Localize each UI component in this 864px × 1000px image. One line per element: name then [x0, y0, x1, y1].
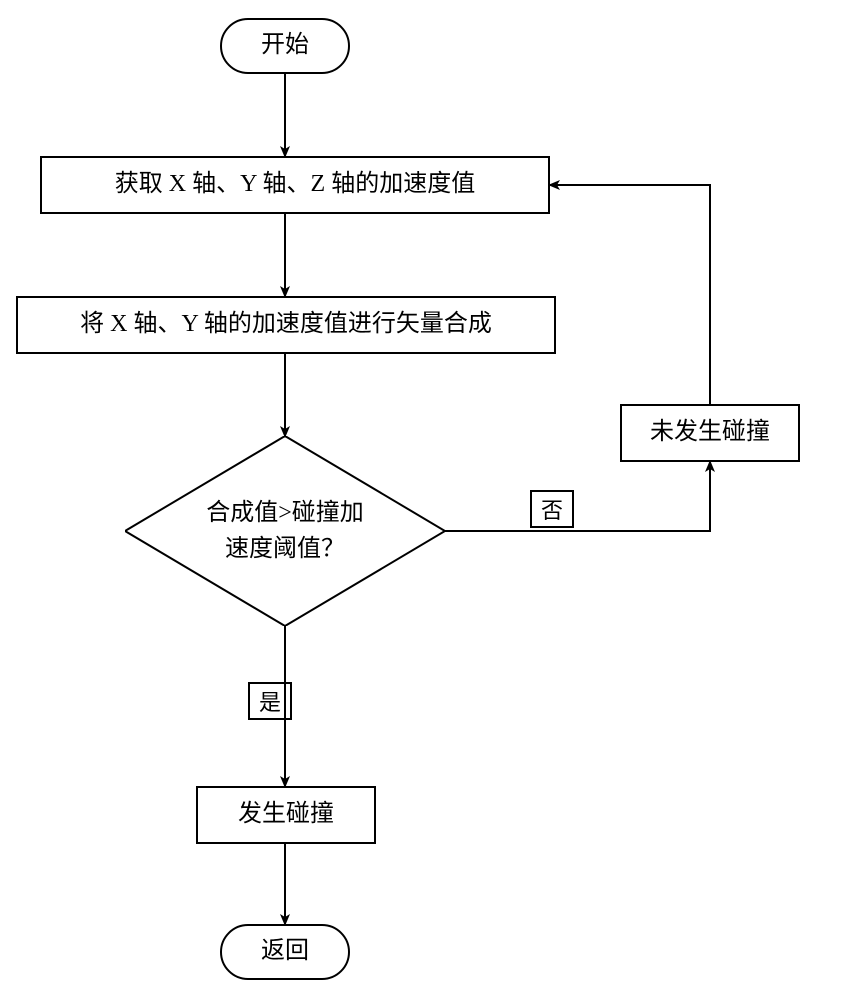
node-no-collision-label: 未发生碰撞 — [650, 416, 770, 450]
label-yes-text: 是 — [259, 685, 281, 717]
label-yes: 是 — [248, 682, 292, 720]
node-acquire-label: 获取 X 轴、Y 轴、Z 轴的加速度值 — [115, 168, 475, 202]
node-combine-label: 将 X 轴、Y 轴的加速度值进行矢量合成 — [80, 308, 492, 342]
node-return-label: 返回 — [261, 935, 309, 969]
node-decision: 合成值>碰撞加 速度阈值？ — [125, 436, 445, 626]
node-no-collision: 未发生碰撞 — [620, 404, 800, 462]
node-acquire: 获取 X 轴、Y 轴、Z 轴的加速度值 — [40, 156, 550, 214]
decision-line2: 速度阈值？ — [206, 531, 364, 567]
node-return: 返回 — [220, 924, 350, 980]
label-no: 否 — [530, 490, 574, 528]
node-start-label: 开始 — [261, 29, 309, 63]
edge-no_col-acquire — [550, 185, 710, 404]
node-start: 开始 — [220, 18, 350, 74]
node-collision: 发生碰撞 — [196, 786, 376, 844]
node-combine: 将 X 轴、Y 轴的加速度值进行矢量合成 — [16, 296, 556, 354]
label-no-text: 否 — [541, 493, 563, 525]
decision-line1: 合成值>碰撞加 — [206, 495, 364, 531]
edge-decision-no_col — [445, 462, 710, 531]
node-collision-label: 发生碰撞 — [238, 798, 334, 832]
